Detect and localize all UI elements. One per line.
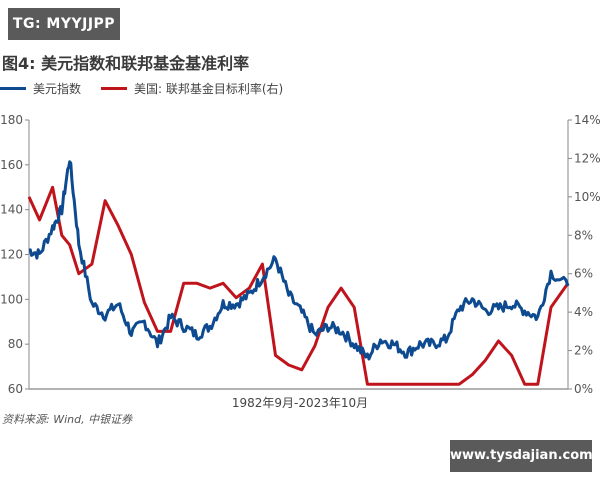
legend-label: 美国: 联邦基金目标利率(右) (134, 82, 284, 96)
left-tick-label: 120 (0, 248, 23, 262)
chart-legend: 美元指数 美国: 联邦基金目标利率(右) (0, 80, 303, 97)
right-tick-label: 14% (574, 113, 600, 127)
left-tick-label: 160 (0, 158, 23, 172)
legend-item-dollar-index: 美元指数 (0, 80, 81, 97)
left-tick-label: 140 (0, 203, 23, 217)
right-tick-label: 12% (574, 151, 600, 165)
fed-rate-line (27, 185, 570, 386)
figure-title: 图4: 美元指数和联邦基金基准利率 (2, 54, 250, 73)
right-tick-label: 10% (574, 190, 600, 204)
legend-swatch-blue (0, 87, 26, 90)
axes: 60 80 100 120 140 160 180 0% 2% 4% 6% 8% 10% 12% 14% (0, 113, 600, 396)
legend-item-fed-rate: 美国: 联邦基金目标利率(右) (101, 80, 283, 97)
watermark-bottom: www.tysdajian.com (450, 440, 593, 472)
right-tick-label: 6% (574, 267, 593, 281)
left-tick-label: 60 (8, 382, 23, 396)
x-axis-label: 1982年9月-2023年10月 (231, 396, 369, 410)
left-tick-label: 100 (0, 292, 23, 306)
right-tick-label: 8% (574, 228, 593, 242)
source-note: 资料来源: Wind, 中银证券 (2, 413, 133, 426)
right-tick-label: 0% (574, 382, 593, 396)
dollar-index-line (28, 160, 570, 361)
right-tick-label: 4% (574, 305, 593, 319)
left-tick-label: 80 (8, 337, 23, 351)
right-tick-label: 2% (574, 344, 593, 358)
legend-label: 美元指数 (33, 82, 82, 96)
legend-swatch-red (101, 87, 128, 90)
watermark-top: TG: MYYJJPP (8, 8, 120, 40)
left-tick-label: 180 (0, 113, 23, 127)
